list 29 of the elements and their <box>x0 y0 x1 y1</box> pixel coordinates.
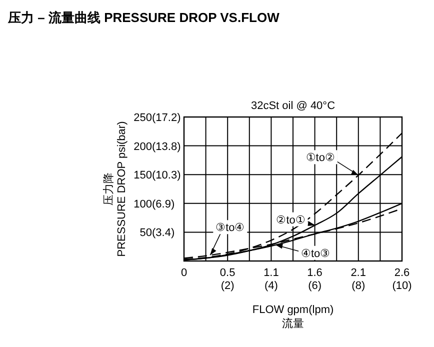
y-tick-label: 150 <box>134 170 152 182</box>
series-label: ③to④ <box>216 222 245 234</box>
x2-tick-label: 0.5 <box>220 267 236 279</box>
x-tick-label: (6) <box>308 280 322 292</box>
y-tick-label: 200 <box>134 140 152 153</box>
y-tick-label: 50 <box>140 227 152 240</box>
chart-title: 压力 – 流量曲线 PRESSURE DROP VS.FLOW <box>7 10 280 25</box>
x2-tick-label: 1.1 <box>264 267 279 279</box>
y-tick-label: 100 <box>134 198 152 210</box>
x-tick-label: (4) <box>264 280 278 292</box>
legend-label: ④to③ <box>300 248 330 260</box>
chart-subtitle: 32cSt oil @ 40°C <box>250 100 336 112</box>
x2-tick-label: 1.6 <box>307 267 322 279</box>
y2-tick-label: (17.2) <box>152 112 181 124</box>
x-axis-title: FLOW gpm(lpm) 流量 <box>252 304 334 330</box>
x2-tick-label: 2.1 <box>350 267 366 279</box>
y2-tick-label: (13.8) <box>152 140 181 153</box>
y2-tick-label: (10.3) <box>152 170 181 182</box>
x-tick-label: (10) <box>392 280 412 292</box>
x-tick-label: (2) <box>220 280 234 292</box>
y-tick-label: 250 <box>134 112 152 124</box>
text: ①to② <box>306 152 335 164</box>
y2-tick-label: (6.9) <box>152 198 175 210</box>
x2-tick-label: 2.6 <box>394 267 410 279</box>
y2-tick-label: (3.4) <box>152 227 175 240</box>
x-tick-label: (8) <box>352 280 366 292</box>
series-label: ②to① <box>276 214 306 226</box>
y-axis-title: 压力降 PRESSURE DROP psi(bar) <box>102 121 128 257</box>
x2-tick-label: 0 <box>180 267 188 279</box>
